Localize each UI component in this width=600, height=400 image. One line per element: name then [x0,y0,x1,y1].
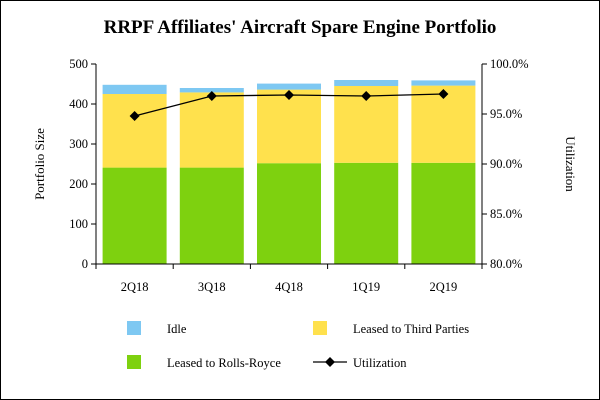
bar-segment [411,80,476,86]
plot-area: 0 100 200 300 400 500 80.0% 85.0% 90.0% 95.0% 100.… [69,57,528,294]
bar-segment [179,88,244,93]
legend-swatch [127,321,141,335]
utilization-point [284,90,294,100]
x-tick-label: 4Q18 [275,280,303,294]
x-tick-label: 2Q19 [430,280,458,294]
bar-segment [179,167,244,264]
utilization-point [129,111,140,121]
bar-segment [257,89,321,164]
y2-tick-label: 85.0% [490,207,522,221]
legend-label: Leased to Rolls-Royce [167,356,281,370]
bar-segment [257,83,321,90]
bar-segment [257,163,321,264]
x-tick-label: 2Q18 [121,280,149,294]
legend-diamond [325,357,335,367]
y2-tick-label: 80.0% [490,257,522,271]
x-tick-label: 3Q18 [198,280,226,294]
bar-segment [334,80,399,86]
y-tick-label: 400 [69,97,88,111]
utilization-point [438,89,449,99]
y2-axis-label: Utilization [563,136,578,192]
legend-swatch [313,321,327,335]
bar-segment [179,92,244,168]
y2-tick-label: 95.0% [490,107,522,121]
y2-tick-label: 100.0% [490,57,529,71]
bar-segment [102,94,167,168]
chart-title: RRPF Affiliates' Aircraft Spare Engine P… [104,17,497,38]
y-tick-label: 300 [69,137,88,151]
utilization-point [361,91,372,101]
y-axis-label: Portfolio Size [32,128,47,200]
bar-segment [334,162,399,264]
utilization-point [206,91,217,101]
y-tick-label: 100 [69,217,88,231]
y-tick-label: 200 [69,177,88,191]
bar-segment [102,84,167,94]
legend-label: Utilization [353,356,407,370]
legend-label: Idle [167,322,187,336]
y-tick-label: 0 [82,257,88,271]
legend-label: Leased to Third Parties [353,322,469,336]
legend-swatch [127,355,141,369]
y-tick-label: 500 [69,57,88,71]
x-tick-label: 1Q19 [352,280,380,294]
bar-segment [102,167,167,264]
bar-segment [411,162,476,264]
y2-tick-label: 90.0% [490,157,522,171]
legend: Idle Leased to Third Parties Leased to Rol… [127,321,469,370]
